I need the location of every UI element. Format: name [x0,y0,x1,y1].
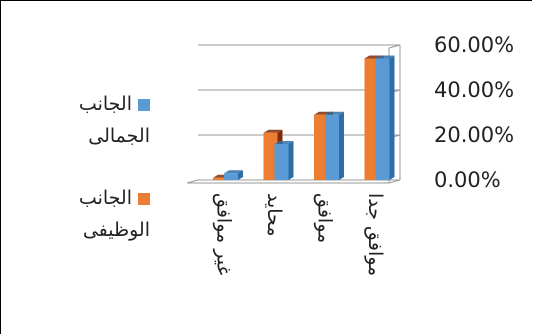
legend-item-functional: الجانب الوظيفى [40,182,150,246]
bar-front [375,58,390,180]
bar-side [288,141,294,180]
x-category-label: موافق [313,193,335,243]
bar-front [325,114,339,180]
bar-top [224,170,243,174]
bar-side [339,111,344,180]
bar-front [314,114,328,180]
x-category-label: موافق جدا [364,193,386,276]
bar-front [274,144,289,180]
bar-front [224,173,238,180]
bar-side [238,170,243,180]
x-category-label: غير موافق [212,193,234,275]
bars [213,55,395,180]
y-axis-ticks: 0.00% 20.00% 40.00% 60.00% [434,33,514,192]
bar-front [213,177,227,180]
y-tick-label: 40.00% [434,78,514,102]
bar-side [389,55,395,180]
bar-top [274,141,294,144]
gridline-depth [388,179,401,184]
y-tick-label: 20.00% [434,123,514,147]
legend-label-functional: الجانب الوظيفى [78,187,150,241]
bar-top [375,55,395,59]
bar-top [263,129,283,133]
bar-aesthetic-1 [224,170,243,180]
gridline-depth [388,44,401,49]
bar-aesthetic-4 [375,55,395,180]
y-tick-label: 0.00% [434,168,501,192]
legend-swatch-aesthetic [138,98,150,111]
x-category-label: محايد [263,193,285,237]
y-tick-label: 60.00% [434,33,514,57]
x-axis-categories: غير موافق محايد موافق موافق جدا [212,193,386,276]
legend-item-aesthetic: الجانب الجمالى [40,88,150,152]
legend-swatch-functional [138,192,150,205]
legend-label-aesthetic: الجانب الجمالى [78,93,150,147]
bar-front [263,132,278,180]
bar-aesthetic-3 [325,111,344,180]
bar-top [325,111,344,115]
bar-front [364,58,379,180]
bar-aesthetic-2 [274,141,294,180]
